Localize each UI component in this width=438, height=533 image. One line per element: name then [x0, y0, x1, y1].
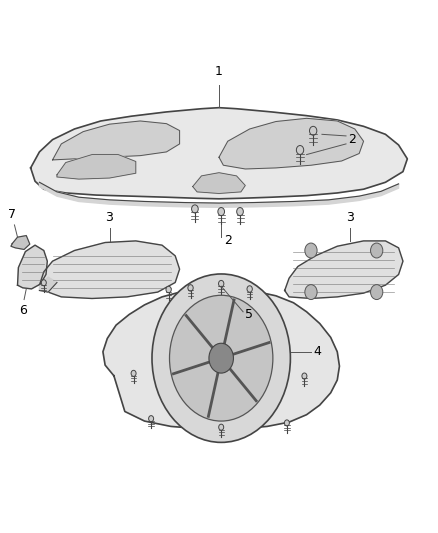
Text: 3: 3 [106, 211, 113, 224]
Polygon shape [31, 108, 407, 199]
Polygon shape [11, 236, 30, 249]
Circle shape [166, 286, 171, 293]
Polygon shape [193, 173, 245, 193]
Circle shape [310, 126, 317, 135]
Circle shape [219, 424, 224, 430]
Circle shape [218, 207, 225, 216]
Circle shape [170, 295, 273, 421]
Text: 2: 2 [348, 133, 356, 146]
Polygon shape [39, 241, 180, 298]
Circle shape [247, 286, 252, 292]
Polygon shape [18, 245, 47, 289]
Circle shape [302, 373, 307, 379]
Circle shape [284, 420, 290, 426]
Text: 2: 2 [224, 235, 232, 247]
Circle shape [305, 243, 317, 258]
Text: 7: 7 [8, 208, 16, 221]
Circle shape [152, 274, 290, 442]
Polygon shape [57, 155, 136, 179]
Circle shape [191, 205, 198, 213]
Circle shape [371, 285, 383, 300]
Circle shape [209, 343, 233, 373]
Circle shape [371, 243, 383, 258]
Polygon shape [39, 182, 399, 207]
Text: 6: 6 [19, 304, 27, 317]
Text: 1: 1 [215, 66, 223, 78]
Circle shape [188, 285, 193, 291]
Polygon shape [53, 121, 180, 160]
Circle shape [131, 370, 136, 376]
Circle shape [219, 280, 224, 287]
Circle shape [148, 416, 154, 422]
Text: 3: 3 [346, 211, 354, 224]
Text: 4: 4 [313, 345, 321, 358]
Circle shape [41, 280, 46, 286]
Polygon shape [219, 118, 364, 169]
Circle shape [297, 146, 304, 155]
Circle shape [237, 207, 244, 216]
Polygon shape [39, 277, 57, 292]
Text: 5: 5 [245, 308, 253, 321]
Polygon shape [285, 241, 403, 298]
Polygon shape [103, 287, 339, 430]
Circle shape [305, 285, 317, 300]
